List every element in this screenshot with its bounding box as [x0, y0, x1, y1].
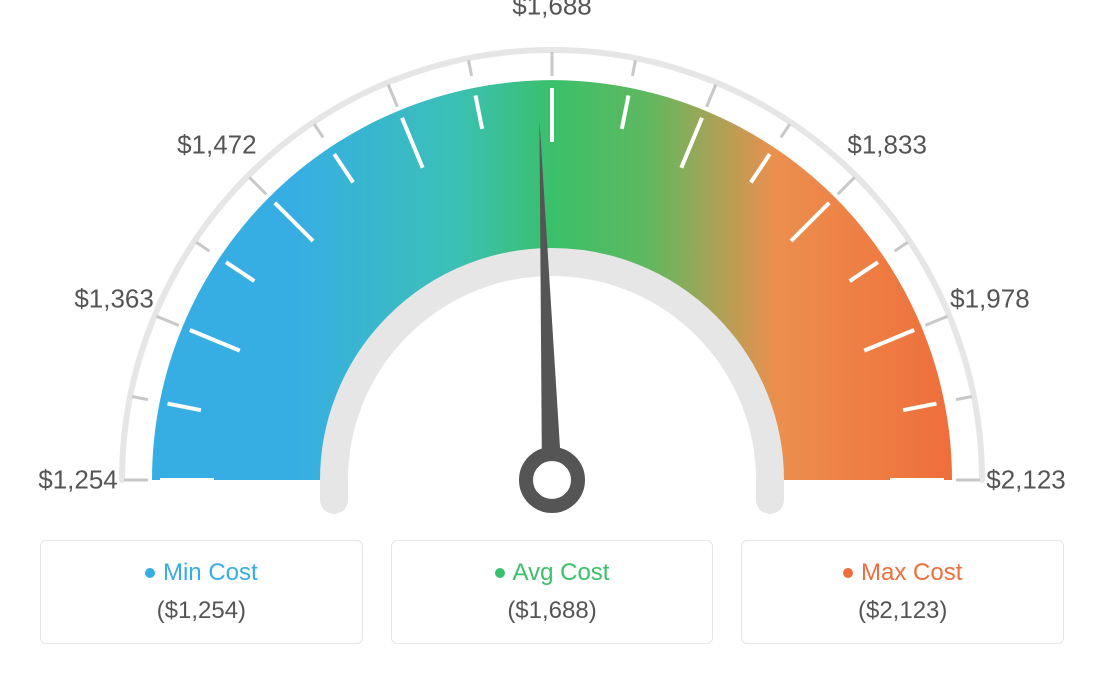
gauge-svg: [0, 0, 1104, 540]
gauge-tick-label: $1,472: [177, 129, 257, 160]
legend-card-min: Min Cost ($1,254): [40, 540, 363, 644]
dot-icon: [495, 568, 505, 578]
dot-icon: [843, 568, 853, 578]
legend-value-min: ($1,254): [41, 597, 362, 625]
gauge-tick-label: $1,688: [512, 0, 592, 22]
legend-value-max: ($2,123): [742, 597, 1063, 625]
legend-title-text: Avg Cost: [513, 559, 610, 587]
gauge-tick-label: $1,833: [847, 129, 927, 160]
gauge-tick-label: $1,254: [38, 465, 118, 496]
legend-title-min: Min Cost: [145, 559, 258, 587]
gauge-tick-label: $1,978: [950, 283, 1030, 314]
legend-row: Min Cost ($1,254) Avg Cost ($1,688) Max …: [40, 540, 1064, 644]
gauge-chart: $1,254 $1,363 $1,472 $1,688 $1,833 $1,978 $2,1…: [0, 0, 1104, 540]
gauge-tick-label: $2,123: [986, 465, 1066, 496]
legend-title-avg: Avg Cost: [495, 559, 610, 587]
legend-card-max: Max Cost ($2,123): [741, 540, 1064, 644]
gauge-tick-label: $1,363: [74, 283, 154, 314]
legend-card-avg: Avg Cost ($1,688): [391, 540, 714, 644]
legend-title-text: Max Cost: [861, 559, 962, 587]
legend-title-max: Max Cost: [843, 559, 962, 587]
legend-value-avg: ($1,688): [392, 597, 713, 625]
legend-title-text: Min Cost: [163, 559, 258, 587]
dot-icon: [145, 568, 155, 578]
